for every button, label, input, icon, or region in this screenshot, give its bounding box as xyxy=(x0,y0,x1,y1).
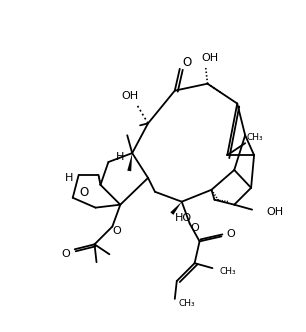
Text: CH₃: CH₃ xyxy=(178,299,195,308)
Text: CH₃: CH₃ xyxy=(247,133,263,142)
Text: O: O xyxy=(79,186,88,199)
Polygon shape xyxy=(127,153,132,171)
Text: O: O xyxy=(190,223,199,233)
Text: OH: OH xyxy=(201,53,218,63)
Text: H: H xyxy=(65,173,73,183)
Text: O: O xyxy=(226,229,235,239)
Text: H: H xyxy=(116,152,125,162)
Text: O: O xyxy=(62,249,70,259)
Text: O: O xyxy=(182,56,191,69)
Text: CH₃: CH₃ xyxy=(219,267,236,276)
Text: O: O xyxy=(112,226,121,236)
Polygon shape xyxy=(170,202,182,215)
Text: HO: HO xyxy=(175,212,192,222)
Text: OH: OH xyxy=(122,91,139,101)
Text: OH: OH xyxy=(266,207,283,216)
